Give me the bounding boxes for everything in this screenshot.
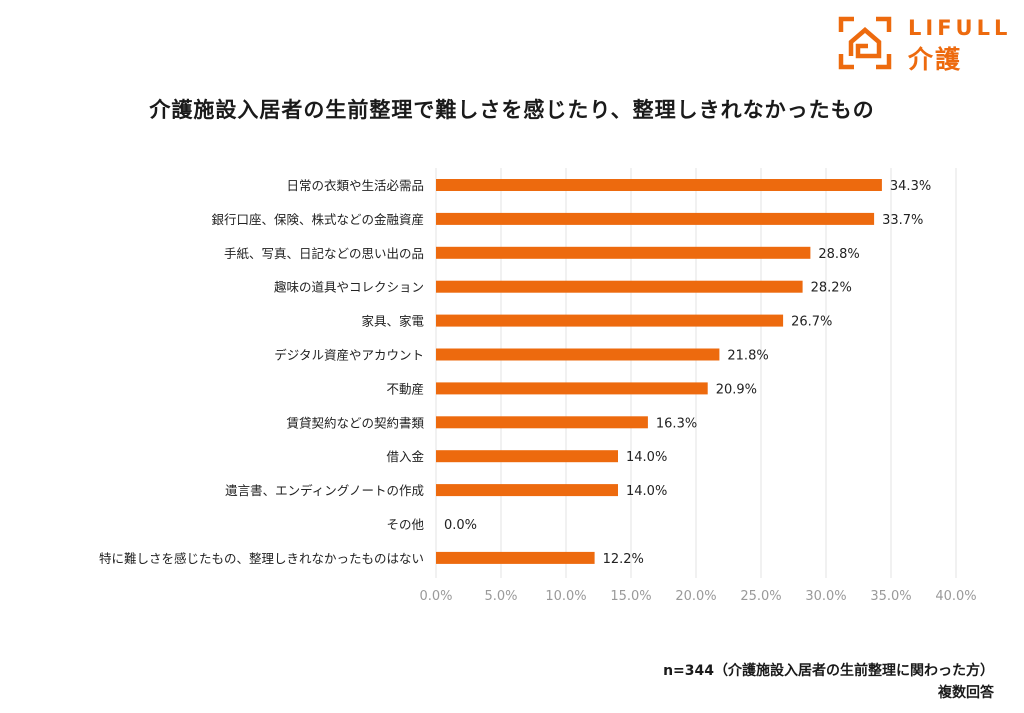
bar [436,314,784,327]
data-label: 14.0% [626,484,667,499]
category-label: 賃貸契約などの契約書類 [286,415,424,430]
x-tick-label: 20.0% [675,589,716,604]
data-label: 34.3% [890,179,931,194]
bar [436,246,811,259]
category-label: 手紙、写真、日記などの思い出の品 [224,246,424,261]
x-tick-label: 5.0% [484,589,517,604]
x-tick-label: 10.0% [545,589,586,604]
x-tick-label: 25.0% [740,589,781,604]
category-label: 借入金 [386,449,424,464]
data-label: 26.7% [791,315,832,330]
category-label: 不動産 [386,381,424,396]
multiple-answer-note: 複数回答 [938,685,994,701]
category-label: 趣味の道具やコレクション [274,280,424,295]
bar-chart: 0.0% 5.0% 10.0% 15.0% 20.0% 25.0% 30.0% 35.0% 40… [99,168,977,604]
category-label: その他 [386,517,424,532]
category-label: 銀行口座、保険、株式などの金融資産 [211,212,424,227]
bar [436,348,720,361]
house-logo-icon [838,16,892,70]
category-label: 特に難しさを感じたもの、整理しきれなかったものはない [99,551,424,566]
brand-logo: LIFULL 介護 [838,14,1012,74]
chart-title: 介護施設入居者の生前整理で難しさを感じたり、整理しきれなかったもの [149,98,875,122]
bar [436,280,803,293]
data-label: 28.2% [811,281,852,296]
bar [436,382,708,395]
bar [436,416,648,429]
x-tick-label: 0.0% [419,589,452,604]
bar [436,484,618,497]
x-tick-label: 35.0% [870,589,911,604]
data-label: 21.8% [727,349,768,364]
category-label: 遺言書、エンディングノートの作成 [225,483,424,498]
data-label: 0.0% [444,518,477,533]
category-label: 家具、家電 [361,314,424,329]
bar [436,450,618,463]
data-label: 12.2% [603,552,644,567]
bar [436,551,595,564]
data-label: 28.8% [818,247,859,262]
data-label: 14.0% [626,450,667,465]
bar [436,179,882,191]
category-label: 日常の衣類や生活必需品 [286,178,424,193]
brand-name-jp: 介護 [908,45,963,74]
sample-size-note: n=344（介護施設入居者の生前整理に関わった方） [663,663,994,679]
data-label: 33.7% [882,213,923,228]
bar [436,212,875,225]
data-label: 20.9% [716,382,757,397]
data-label: 16.3% [656,416,697,431]
x-tick-label: 30.0% [805,589,846,604]
x-tick-label: 40.0% [935,589,976,604]
x-tick-label: 15.0% [610,589,651,604]
category-label: デジタル資産やアカウント [274,348,424,363]
brand-name-en: LIFULL [908,16,1012,40]
